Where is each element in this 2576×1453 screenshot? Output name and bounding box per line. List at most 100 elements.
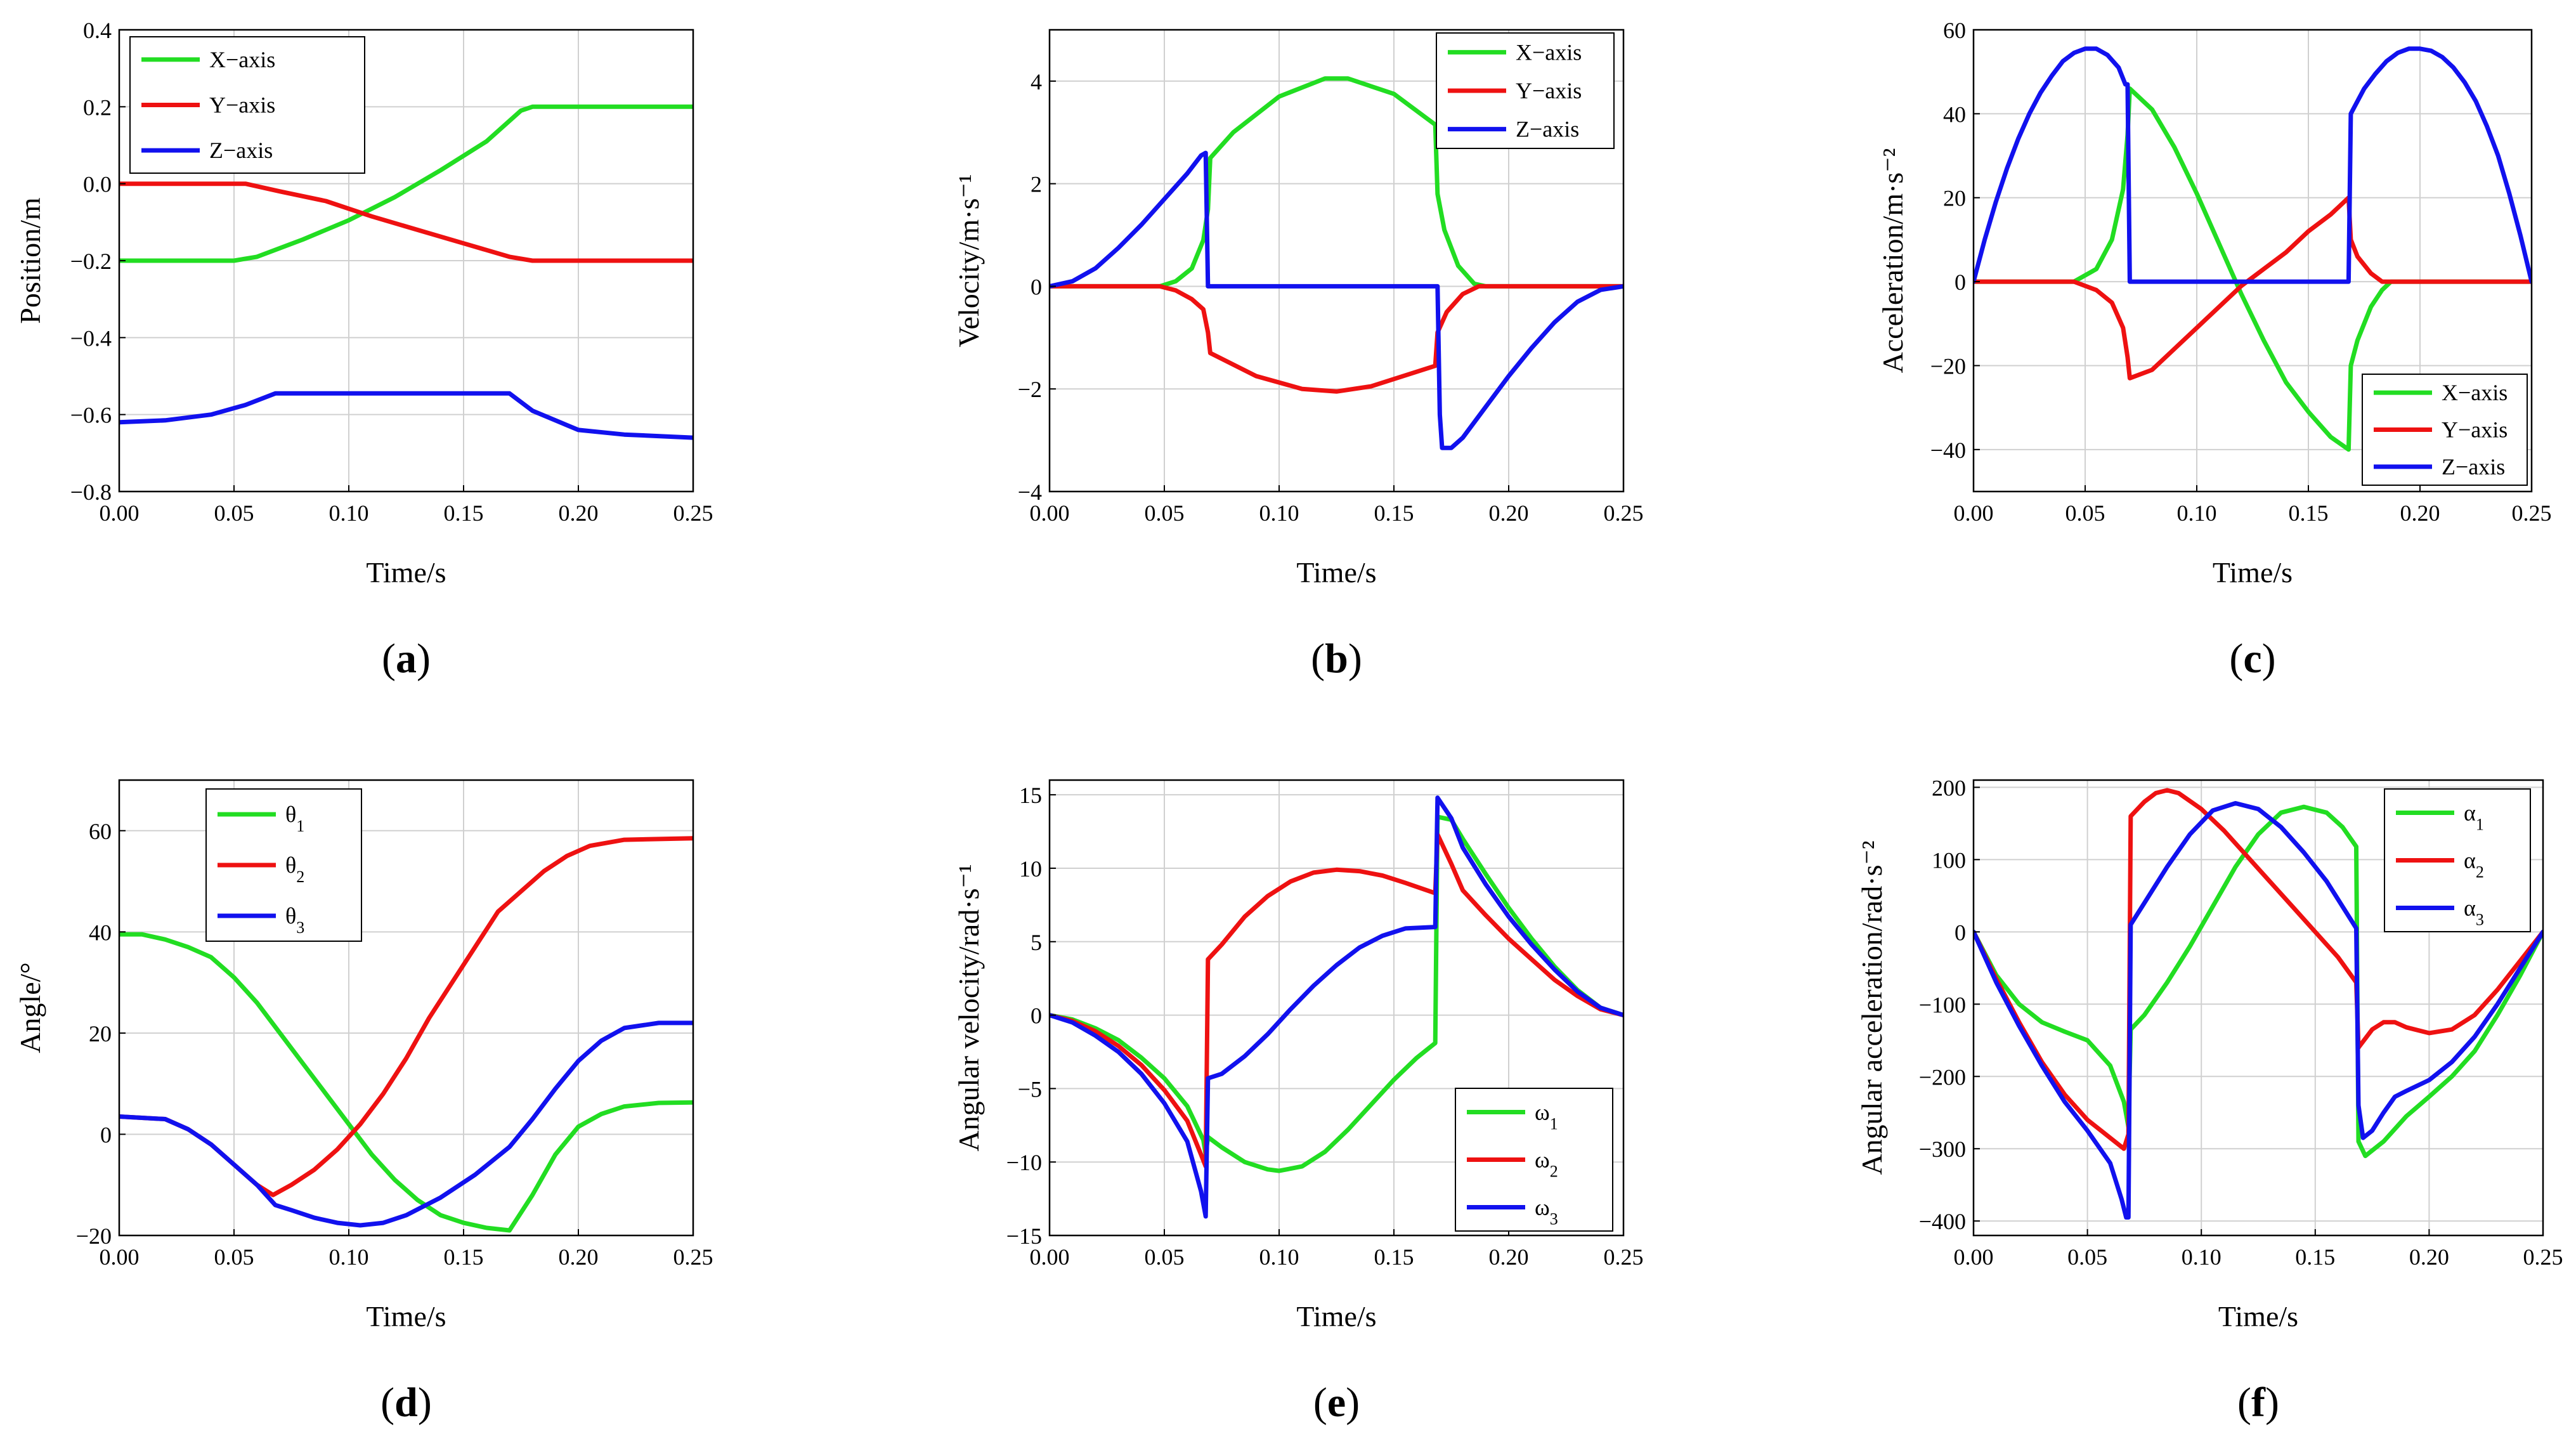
plot-frame xyxy=(1972,779,2544,1237)
x-axis-label: Time/s xyxy=(366,556,446,589)
y-tick-label: −10 xyxy=(1006,1150,1042,1175)
series-line-a-3 xyxy=(119,391,693,440)
chart-e: 0.00 0.05 0.10 0.15 0.20 0.25 −15 −10 −5 0 5 10 15 Ti… xyxy=(953,779,1644,1426)
y-tick-label: 0.4 xyxy=(83,18,112,43)
panel-letter: c xyxy=(2243,635,2261,682)
chart-c: 0.00 0.05 0.10 0.15 0.20 0.25 −40 −20 0 20 40 60 Tim… xyxy=(1877,18,2552,682)
x-tick-label: 0.25 xyxy=(2523,1244,2563,1270)
legend-label: α3 xyxy=(2464,896,2484,929)
x-tick-label: 0.05 xyxy=(2065,500,2105,526)
legend-label: ω2 xyxy=(1535,1147,1558,1181)
x-axis-label: Time/s xyxy=(1296,556,1376,589)
x-axis-label: Time/s xyxy=(366,1300,446,1332)
x-tick-label: 0.25 xyxy=(673,1244,713,1270)
y-tick-label: −20 xyxy=(76,1223,112,1249)
plot-frame xyxy=(118,779,694,1237)
legend-label: ω1 xyxy=(1535,1100,1558,1133)
x-tick-label: 0.10 xyxy=(1259,500,1299,526)
legend-label: X−axis xyxy=(1516,39,1582,65)
series-group xyxy=(1974,788,2543,1220)
y-axis-label: Position/m xyxy=(14,197,46,324)
legend-label: θ2 xyxy=(285,852,304,886)
x-tick-label: 0.20 xyxy=(1489,1244,1529,1270)
legend: X−axis Y−axis Z−axis xyxy=(129,36,365,174)
panel-label: (e) xyxy=(1313,1379,1360,1426)
y-tick-label: −20 xyxy=(1930,353,1966,379)
y-tick-label: 0 xyxy=(1031,1003,1042,1029)
panel-letter: b xyxy=(1325,635,1348,682)
x-tick-label: 0.20 xyxy=(559,500,599,526)
y-tick-label: 100 xyxy=(1932,847,1966,873)
y-tick-label: 2 xyxy=(1031,172,1042,197)
panel-label: (f) xyxy=(2237,1379,2279,1426)
x-axis-label: Time/s xyxy=(1296,1300,1376,1332)
plot-frame xyxy=(1972,29,2533,493)
series-line-d-3 xyxy=(119,1020,693,1228)
y-tick-label: −4 xyxy=(1018,479,1042,505)
y-axis-label: Angular velocity/rad·s⁻¹ xyxy=(953,864,985,1151)
x-tick-label: 0.10 xyxy=(329,1244,369,1270)
panel-letter: f xyxy=(2251,1379,2266,1426)
chart-d: 0.00 0.05 0.10 0.15 0.20 0.25 −20 0 20 40 60 Time/s… xyxy=(14,779,713,1426)
x-tick-label: 0.15 xyxy=(1374,500,1414,526)
x-tick-label: 0.15 xyxy=(444,1244,484,1270)
gridlines xyxy=(1973,780,2544,1235)
x-axis-label: Time/s xyxy=(2213,556,2293,589)
legend-label: θ3 xyxy=(285,903,304,937)
x-tick-label: 0.00 xyxy=(1030,1244,1070,1270)
legend: X−axis Y−axis Z−axis xyxy=(2362,374,2528,486)
y-tick-label: 20 xyxy=(1943,186,1966,211)
x-tick-label: 0.00 xyxy=(1954,1244,1994,1270)
y-tick-label: −40 xyxy=(1930,438,1966,463)
x-tick-label: 0.10 xyxy=(2177,500,2217,526)
x-tick-label: 0.25 xyxy=(1604,500,1644,526)
legend-label: Y−axis xyxy=(2442,417,2508,443)
legend-label: α2 xyxy=(2464,848,2484,882)
y-tick-label: −200 xyxy=(1919,1064,1966,1090)
legend-label: X−axis xyxy=(209,47,275,72)
y-tick-label: 0 xyxy=(100,1122,112,1147)
panel-letter: e xyxy=(1327,1379,1346,1426)
plot-frame xyxy=(1048,779,1625,1237)
y-tick-label: 0.2 xyxy=(83,94,112,120)
chart-b: 0.00 0.05 0.10 0.15 0.20 0.25 −4 −2 0 2 4 Time/s Vel… xyxy=(953,29,1644,682)
x-tick-label: 0.20 xyxy=(1489,500,1529,526)
x-tick-label: 0.15 xyxy=(444,500,484,526)
x-tick-label: 0.25 xyxy=(673,500,713,526)
x-tick-label: 0.25 xyxy=(1604,1244,1644,1270)
x-tick-label: 0.05 xyxy=(214,500,254,526)
y-tick-label: 0.0 xyxy=(83,172,112,197)
panel-letter: a xyxy=(396,635,417,682)
legend-label: Z−axis xyxy=(1516,117,1579,142)
series-line-e-3 xyxy=(1050,795,1623,1219)
y-tick-label: 40 xyxy=(1943,101,1966,127)
x-tick-label: 0.05 xyxy=(1145,500,1185,526)
y-axis-label: Velocity/m·s⁻¹ xyxy=(953,174,985,347)
x-tick-label: 0.20 xyxy=(2400,500,2440,526)
legend-label: Y−axis xyxy=(209,93,275,118)
y-tick-label: −0.6 xyxy=(70,403,112,428)
series-line-c-1 xyxy=(1974,86,2532,452)
y-tick-label: 0 xyxy=(1955,270,1966,295)
chart-f: 0.00 0.05 0.10 0.15 0.20 0.25 −400 −300 −200 −100… xyxy=(1856,775,2563,1426)
y-tick-label: −5 xyxy=(1018,1076,1042,1102)
y-tick-label: 40 xyxy=(89,920,112,945)
legend: α1 α2 α3 xyxy=(2384,788,2531,932)
legend: X−axis Y−axis Z−axis xyxy=(1436,32,1615,149)
x-tick-label: 0.15 xyxy=(1374,1244,1414,1270)
series-line-b-3 xyxy=(1050,150,1623,450)
x-tick-label: 0.15 xyxy=(2289,500,2329,526)
y-axis-label: Angular acceleration/rad·s⁻² xyxy=(1856,840,1888,1175)
x-tick-label: 0.20 xyxy=(2409,1244,2449,1270)
x-tick-label: 0.00 xyxy=(100,1244,140,1270)
x-tick-label: 0.05 xyxy=(2067,1244,2107,1270)
panel-label: (a) xyxy=(382,635,431,682)
y-tick-label: 0 xyxy=(1955,920,1966,945)
x-tick-label: 0.20 xyxy=(559,1244,599,1270)
x-tick-label: 0.15 xyxy=(2295,1244,2335,1270)
y-tick-label: 60 xyxy=(89,819,112,844)
legend: θ1 θ2 θ3 xyxy=(205,788,362,942)
y-tick-label: 10 xyxy=(1019,856,1042,882)
y-tick-label: −100 xyxy=(1919,992,1966,1017)
